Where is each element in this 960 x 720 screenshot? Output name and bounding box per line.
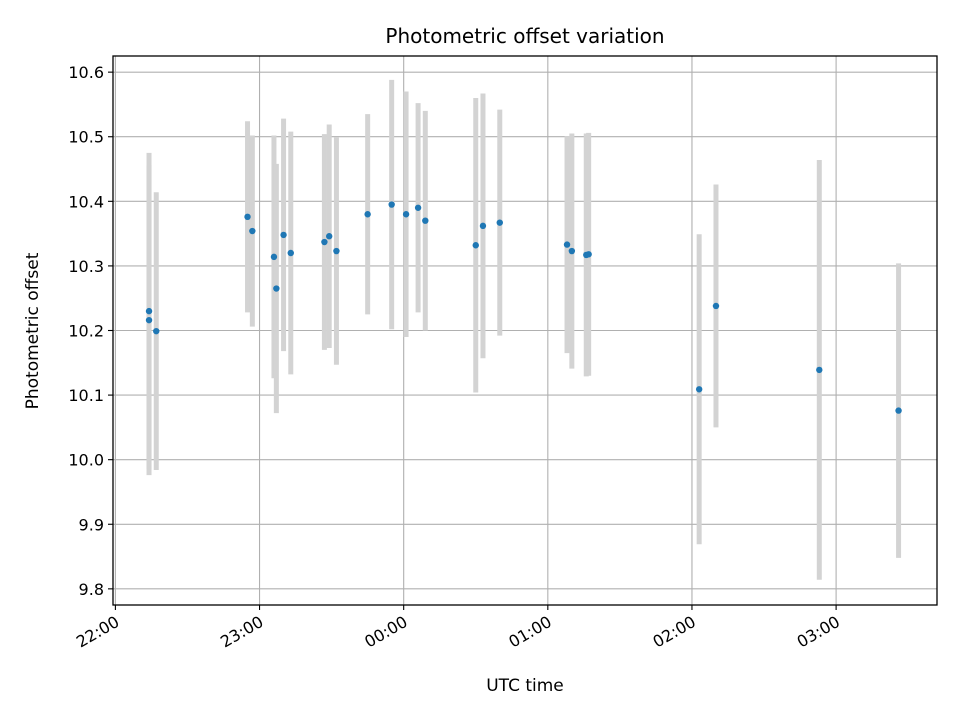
y-tick-label: 10.6 [68, 63, 104, 82]
grid [113, 56, 937, 605]
error-bars [146, 79, 902, 580]
data-point [816, 366, 823, 374]
x-axis-label: UTC time [486, 676, 564, 696]
data-point [153, 327, 160, 335]
data-point [422, 217, 429, 224]
y-tick-label: 10.3 [68, 257, 104, 276]
data-point [585, 251, 592, 258]
y-tick-label: 10.4 [68, 192, 104, 211]
y-tick-label: 10.1 [68, 386, 104, 405]
y-tick-label: 10.2 [68, 322, 104, 341]
data-point [472, 242, 479, 249]
data-point [563, 241, 571, 248]
x-tick-label: 02:00 [650, 612, 699, 652]
chart-title: Photometric offset variation [385, 24, 664, 48]
data-point [496, 219, 503, 226]
x-tick-label: 22:00 [73, 612, 122, 652]
y-axis-label: Photometric offset [23, 252, 43, 409]
data-point [273, 285, 280, 292]
x-tick-label: 23:00 [217, 612, 266, 652]
x-tick-label: 03:00 [794, 612, 843, 652]
data-point [326, 233, 333, 240]
y-tick-label: 10.5 [68, 128, 104, 147]
data-point [321, 238, 328, 246]
data-point [568, 247, 576, 255]
data-point [280, 231, 287, 239]
data-point [145, 316, 153, 324]
x-tick-label: 01:00 [505, 612, 554, 652]
data-point [364, 211, 371, 218]
y-axis: 9.8 9.9 10.0 10.1 10.2 10.3 10.4 10.5 10.6 [68, 63, 113, 599]
data-points [145, 201, 902, 414]
data-point [388, 201, 395, 208]
x-tick-label: 00:00 [361, 612, 410, 652]
data-point [270, 253, 278, 261]
data-point [402, 211, 410, 218]
data-point [695, 386, 703, 393]
data-point [287, 249, 294, 257]
data-point [145, 307, 153, 315]
data-point [244, 213, 251, 221]
data-point [249, 227, 256, 235]
x-axis: 22:00 23:00 00:00 01:00 02:00 03:00 [73, 605, 843, 652]
y-tick-label: 9.9 [79, 515, 104, 534]
data-point [712, 302, 720, 310]
data-point [333, 247, 340, 255]
data-point [479, 222, 487, 230]
y-tick-label: 10.0 [68, 451, 104, 470]
data-point [895, 407, 902, 414]
y-tick-label: 9.8 [79, 580, 104, 599]
data-point [414, 204, 422, 211]
